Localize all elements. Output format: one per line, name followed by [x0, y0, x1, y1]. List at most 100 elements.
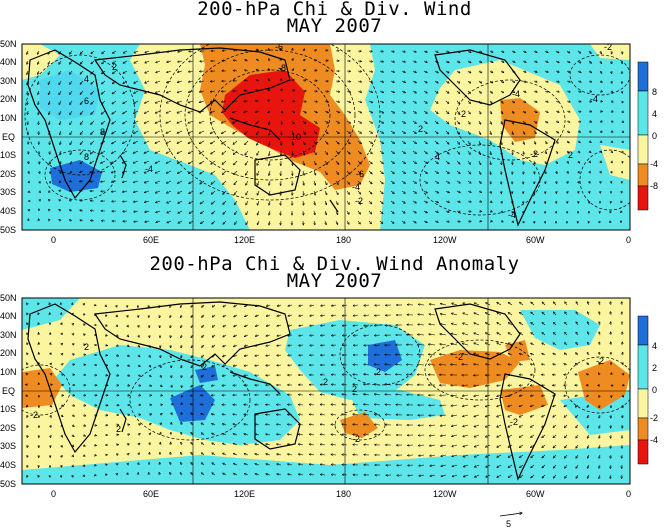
wind-vector — [177, 120, 183, 123]
colorbar-label: 0 — [652, 385, 657, 395]
wind-vector — [368, 150, 372, 154]
wind-vector — [467, 80, 471, 83]
wind-vector — [346, 101, 351, 103]
wind-vector — [577, 101, 581, 102]
wind-vector — [211, 150, 216, 154]
wind-vector — [177, 90, 183, 93]
map1-lon-axis: 0 60E 120E 180 120W 60W 0 — [51, 235, 631, 245]
wind-vector — [368, 91, 373, 92]
wind-vector — [80, 50, 84, 54]
wind-vector — [133, 110, 139, 114]
wind-vector — [467, 170, 471, 174]
wind-vector — [123, 70, 128, 73]
lon-label: 0 — [51, 489, 56, 499]
lon-label: 60W — [526, 489, 545, 499]
wind-vector — [401, 90, 406, 93]
wind-vector — [281, 120, 282, 124]
wind-vector — [423, 140, 427, 144]
wind-vector — [199, 101, 205, 102]
wind-vector — [292, 150, 293, 155]
wind-vector — [533, 111, 537, 113]
wind-vector — [533, 81, 537, 82]
wind-vector — [578, 161, 580, 163]
wind-vector — [269, 160, 270, 166]
wind-vector — [390, 160, 395, 164]
lat-label: EQ — [2, 386, 15, 396]
wind-vector — [269, 120, 270, 125]
wind-vector — [59, 120, 62, 125]
wind-vector — [566, 121, 570, 122]
wind-vector — [401, 140, 406, 144]
wind-vector — [600, 50, 602, 54]
wind-vector — [335, 110, 340, 113]
wind-vector — [166, 140, 172, 143]
wind-vector — [556, 170, 557, 174]
wind-vector — [292, 59, 293, 62]
lon-label: 120W — [433, 235, 457, 245]
colorbar-label: -4 — [650, 159, 658, 169]
wind-vector — [200, 160, 205, 164]
wind-vector — [177, 180, 183, 183]
wind-vector — [49, 110, 50, 115]
wind-vector — [302, 70, 306, 71]
wind-vector — [211, 160, 216, 164]
wind-vector — [622, 151, 623, 153]
wind-vector — [269, 140, 270, 146]
colorbar-label: 4 — [652, 109, 657, 119]
wind-vector — [434, 90, 438, 93]
wind-vector — [155, 160, 161, 163]
wind-vector — [156, 51, 161, 53]
wind-vector — [122, 130, 128, 134]
wind-vector — [423, 100, 427, 103]
wind-vector — [401, 81, 406, 83]
wind-vector — [199, 81, 205, 82]
wind-vector — [38, 90, 39, 95]
wind-vector — [302, 111, 306, 113]
wind-vector — [544, 71, 548, 72]
wind-vector — [123, 100, 128, 104]
wind-vector — [611, 131, 613, 132]
wind-vector — [313, 111, 317, 113]
wind-vector — [588, 60, 592, 63]
wind-vector — [335, 91, 340, 92]
wind-vector — [522, 91, 526, 92]
wind-vector — [268, 59, 270, 62]
reference-vector: 5 — [499, 513, 522, 529]
wind-vector — [291, 120, 294, 124]
wind-vector — [478, 80, 482, 83]
wind-vector — [412, 80, 416, 83]
wind-vector — [545, 160, 546, 164]
wind-vector — [368, 160, 372, 164]
wind-vector — [490, 140, 491, 145]
contour-label: -2 — [355, 196, 363, 206]
wind-vector — [335, 101, 340, 102]
wind-vector — [611, 151, 613, 153]
contour-label: -2 — [458, 109, 466, 119]
wind-vector — [91, 60, 95, 64]
wind-vector — [566, 91, 570, 92]
wind-vector — [522, 51, 526, 53]
wind-vector — [445, 70, 449, 73]
wind-vector — [434, 140, 438, 144]
contour-label: -6 — [275, 42, 283, 52]
wind-vector — [291, 90, 295, 91]
wind-vector — [544, 140, 547, 144]
wind-vector — [101, 150, 106, 154]
wind-vector — [145, 70, 150, 73]
wind-vector — [368, 51, 372, 52]
wind-vector — [611, 50, 612, 54]
wind-vector — [611, 121, 613, 122]
lon-label: 120E — [234, 235, 255, 245]
wind-vector — [80, 100, 84, 105]
wind-vector — [177, 140, 183, 143]
wind-vector — [27, 100, 28, 105]
wind-vector — [490, 170, 491, 175]
wind-vector — [70, 110, 73, 115]
wind-vector — [313, 170, 316, 175]
wind-vector — [210, 81, 216, 82]
wind-vector — [302, 140, 305, 145]
contour-label: 2 — [116, 424, 121, 434]
wind-vector — [566, 111, 570, 112]
wind-vector — [177, 150, 183, 154]
